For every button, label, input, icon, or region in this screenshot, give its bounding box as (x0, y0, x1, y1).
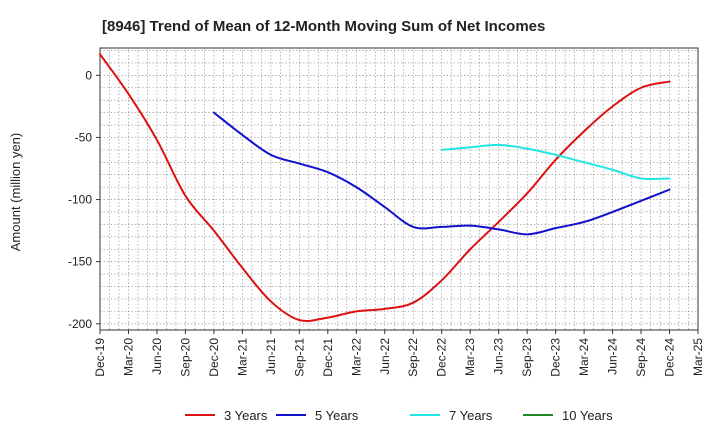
x-tick-label: Jun-22 (378, 338, 392, 375)
series-line-3 (440, 143, 671, 181)
x-tick-label: Dec-22 (435, 338, 449, 377)
y-tick-label: 0 (85, 68, 92, 82)
series-line-1 (99, 53, 671, 323)
x-tick-label: Mar-25 (691, 338, 705, 376)
y-axis-label: Amount (million yen) (8, 133, 23, 252)
x-tick-label: Mar-23 (463, 338, 477, 376)
x-tick-label: Dec-24 (663, 338, 677, 377)
grid-lines (100, 48, 698, 330)
chart-title: [8946] Trend of Mean of 12-Month Moving … (102, 18, 545, 35)
y-tick-label: -200 (68, 317, 92, 331)
y-tick-label: -50 (75, 130, 93, 144)
x-tick-label: Jun-20 (150, 338, 164, 375)
x-tick-label: Mar-21 (235, 338, 249, 376)
x-tick-label: Mar-24 (577, 338, 591, 376)
x-tick-label: Sep-22 (406, 338, 420, 377)
x-tick-label: Sep-23 (520, 338, 534, 377)
x-tick-label: Dec-23 (549, 338, 563, 377)
x-tick-label: Jun-23 (492, 338, 506, 375)
x-tick-label: Dec-21 (321, 338, 335, 377)
x-tick-label: Mar-20 (121, 338, 135, 376)
series-line-2 (212, 111, 671, 236)
x-tick-label: Sep-24 (634, 338, 648, 377)
y-tick-label: -100 (68, 193, 92, 207)
legend-label: 10 Years (562, 408, 613, 423)
legend-label: 3 Years (224, 408, 268, 423)
x-tick-label: Sep-21 (292, 338, 306, 377)
y-axis-ticks: 0 -50 -100 -150 -200 (68, 68, 100, 331)
x-tick-label: Dec-20 (207, 338, 221, 377)
series-lines (99, 53, 671, 323)
y-tick-label: -150 (68, 255, 92, 269)
x-tick-label: Jun-21 (264, 338, 278, 375)
x-axis-ticks: Dec-19 Mar-20 Jun-20 Sep-20 Dec-20 Mar-21 Jun-… (93, 330, 705, 377)
legend-label: 7 Years (449, 408, 493, 423)
x-tick-label: Jun-24 (606, 338, 620, 375)
plot-area (99, 47, 699, 331)
legend: 3 Years 5 Years 7 Years 10 Years (185, 408, 613, 423)
x-tick-label: Sep-20 (178, 338, 192, 377)
x-tick-label: Dec-19 (93, 338, 107, 377)
x-tick-label: Mar-22 (349, 338, 363, 376)
legend-label: 5 Years (315, 408, 359, 423)
